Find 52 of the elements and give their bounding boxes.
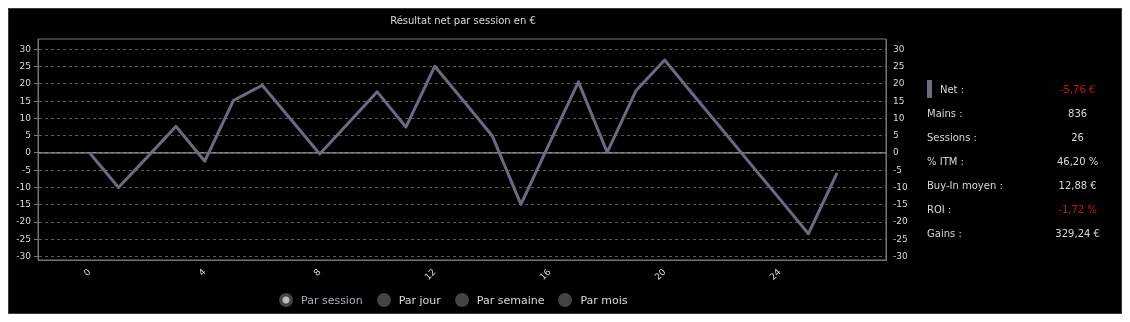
y2-tick-label: -30 — [893, 250, 908, 261]
text: 12,88 € — [1057, 179, 1098, 191]
y2-tick-label: -5 — [893, 164, 902, 175]
text: 26 — [1070, 131, 1085, 143]
y2-tick-label: -10 — [893, 181, 908, 192]
y-tick-label: 5 — [25, 130, 31, 141]
text: Par semaine — [476, 293, 545, 307]
y2-tick-label: -15 — [893, 199, 908, 210]
y2-tick-label: 5 — [893, 130, 899, 141]
y-tick-label: 10 — [19, 112, 32, 123]
x-tick-label: 20 — [652, 266, 668, 282]
y2-tick-label: 10 — [893, 112, 905, 123]
y2-tick-label: 30 — [893, 43, 905, 54]
x-tick-label: 8 — [311, 266, 323, 278]
x-tick-label: 12 — [422, 266, 438, 282]
y-tick-label: -25 — [16, 233, 31, 244]
text: 329,24 € — [1054, 227, 1101, 239]
y-tick-label: -5 — [22, 164, 31, 175]
x-tick-label: 16 — [537, 266, 553, 282]
y2-tick-label: 25 — [893, 60, 905, 71]
text: Sessions : — [927, 131, 978, 143]
text: Par mois — [580, 293, 628, 307]
y2-tick-label: -20 — [893, 216, 908, 227]
x-tick-label: 0 — [81, 266, 93, 278]
y-tick-label: 0 — [25, 147, 32, 158]
text: 46,20 % — [1055, 155, 1100, 167]
y2-tick-label: 15 — [893, 95, 905, 106]
y2-tick-label: 20 — [893, 78, 905, 89]
y-tick-label: -15 — [16, 199, 31, 210]
text: Par jour — [398, 293, 441, 307]
x-tick-label: 4 — [196, 266, 208, 278]
y-tick-label: -10 — [16, 181, 32, 192]
y-tick-label: -30 — [16, 250, 32, 261]
legend-label: Net : — [939, 83, 966, 95]
text: ROI : — [927, 203, 953, 215]
text: 836 — [1067, 107, 1089, 119]
x-tick-label: 24 — [767, 266, 783, 282]
text: Gains : — [927, 227, 963, 239]
text: Mains : — [927, 107, 964, 119]
y-tick-label: 20 — [19, 78, 32, 89]
y-tick-label: 30 — [19, 43, 32, 54]
y2-tick-label: 0 — [893, 147, 899, 158]
text: -1,72 % — [1057, 203, 1098, 215]
text: Buy-In moyen : — [927, 179, 1004, 191]
y2-tick-label: -25 — [893, 233, 908, 244]
y-tick-label: 25 — [19, 60, 31, 71]
y-tick-label: 15 — [19, 95, 31, 106]
text: Par session — [301, 293, 363, 307]
text: -5,76 € — [1058, 83, 1097, 95]
text: % ITM : — [927, 155, 965, 167]
chart-title: Résultat net par session en € — [390, 14, 536, 26]
y-tick-label: -20 — [16, 216, 32, 227]
